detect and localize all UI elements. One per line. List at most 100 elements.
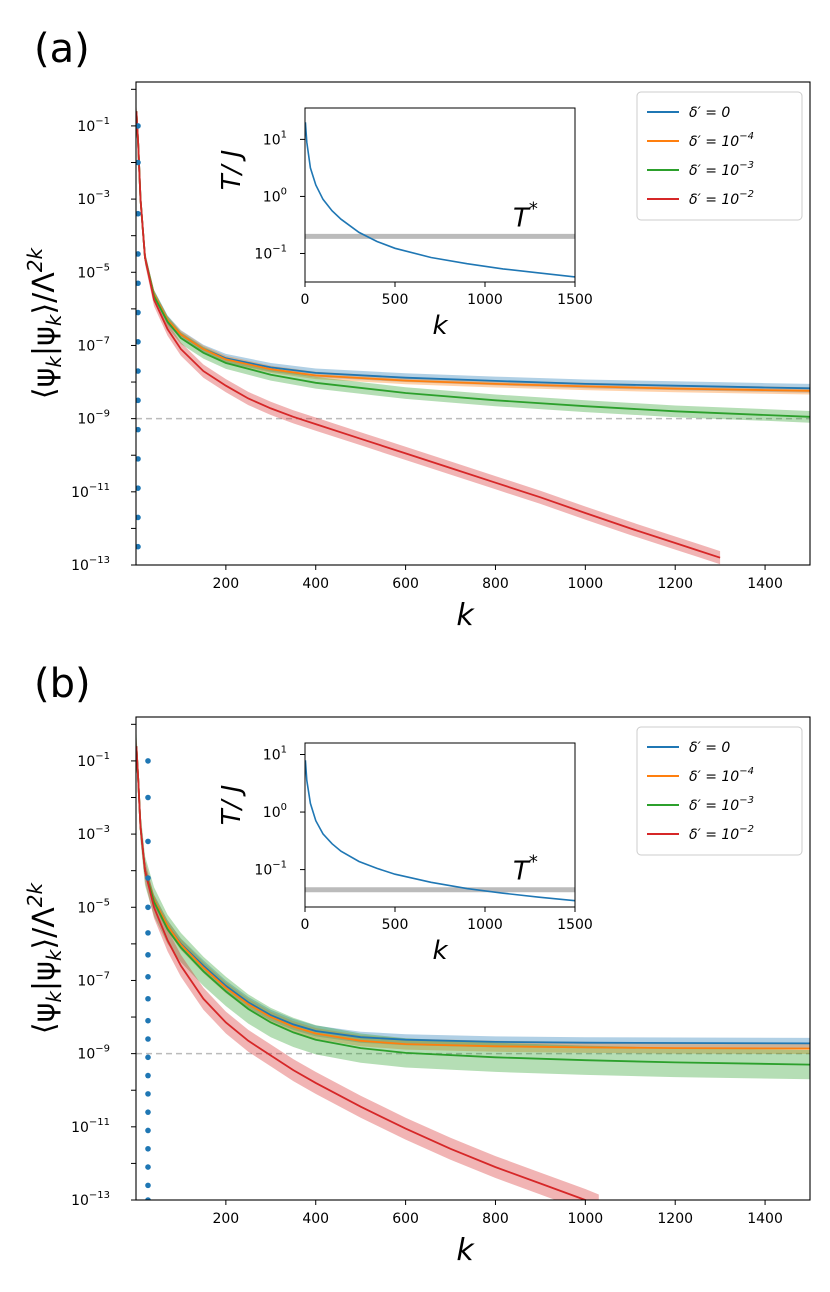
x-tick-label: 200: [212, 576, 239, 592]
y-label-sub: k: [42, 990, 66, 1003]
x-axis-label: k: [456, 1233, 475, 1268]
y-label-sub: k: [42, 313, 66, 326]
y-tick-exp: −11: [89, 1117, 110, 1128]
y-tick-exp: −7: [95, 970, 110, 981]
legend-label-0: δ′ = 0: [689, 105, 730, 121]
y-tick-base: 10: [77, 973, 95, 989]
data-point-4: [136, 280, 141, 287]
y-tick-exp: −13: [89, 1190, 110, 1201]
data-point-16: [145, 1145, 151, 1152]
plot-area: [136, 104, 810, 565]
inset-x-label: k: [432, 936, 448, 966]
y-axis-label: ⟨ψk|ψk⟩/Λ2k: [23, 881, 66, 1034]
inset-x-tick-label: 500: [382, 292, 409, 308]
y-axis-label: ⟨ψk|ψk⟩/Λ2k: [23, 246, 66, 399]
series-line-3: [136, 111, 721, 559]
legend-label-3: δ′ = 10−2: [689, 824, 754, 843]
threshold-label-main: T: [513, 857, 531, 887]
legend-exp: −4: [739, 766, 754, 777]
data-point-17: [145, 1164, 151, 1170]
y-tick-exp: −9: [95, 409, 110, 420]
inset-x-tick-label: 1500: [557, 292, 593, 308]
y-tick-base: 10: [77, 265, 95, 281]
y-tick-label: 10−1: [77, 751, 110, 770]
data-point-8: [136, 397, 141, 404]
inset-y-label: T/ J: [217, 785, 247, 826]
data-point-14: [145, 1109, 151, 1115]
x-axis-label: k: [456, 598, 475, 633]
inset-frame: [304, 742, 576, 908]
legend-text: δ′ = 10: [689, 769, 739, 785]
y-tick-exp: −5: [95, 897, 110, 908]
y-tick-base: 10: [77, 900, 95, 916]
y-tick-label: 10−3: [77, 189, 110, 208]
y-tick-exp: −7: [95, 335, 110, 346]
legend-exp: −2: [739, 824, 754, 835]
y-tick-exp: −11: [89, 482, 110, 493]
y-label-part: ⟨ψ: [27, 1003, 62, 1035]
data-point-8: [145, 995, 151, 1002]
legend-exp: −3: [739, 795, 754, 806]
data-point-13: [145, 1091, 151, 1097]
axes-frame: [135, 716, 811, 1201]
x-tick-label: 1200: [657, 1211, 693, 1227]
legend-label-1: δ′ = 10−4: [689, 131, 754, 150]
inset-x-tick-label: 500: [382, 917, 409, 933]
inset-y-tick-label: 10−1: [254, 860, 287, 879]
threshold-label-sup: *: [529, 198, 538, 219]
inset-y-tick-base: 10: [254, 863, 272, 879]
x-tick-label: 400: [302, 1211, 329, 1227]
y-tick-base: 10: [77, 412, 95, 428]
data-point-12: [145, 1072, 151, 1079]
data-point-5: [136, 309, 141, 316]
y-label-part: |ψ: [27, 326, 62, 356]
x-tick-label: 800: [482, 1211, 509, 1227]
data-point-15: [145, 1127, 151, 1134]
legend-text: δ′ = 10: [689, 163, 739, 179]
data-point-13: [136, 543, 141, 550]
panel-b: (b)200 400 600 800 1000 1200 140010−110−310−51…: [23, 661, 811, 1268]
legend-text: δ′ = 0: [689, 740, 730, 756]
y-tick-base: 10: [71, 1120, 89, 1136]
inset-x-tick-label: 1000: [467, 917, 503, 933]
y-tick-label: 10−5: [77, 897, 110, 916]
inset-y-tick-base: 10: [263, 748, 281, 764]
x-tick-label: 1400: [747, 576, 783, 592]
data-point-2: [145, 838, 151, 845]
y-tick-label: 10−3: [77, 824, 110, 843]
inset-bg: [305, 108, 575, 282]
inset-y-tick-base: 10: [263, 132, 281, 148]
legend-label-2: δ′ = 10−3: [689, 160, 754, 179]
threshold-label-sup: *: [529, 852, 538, 873]
y-label-part: ⟩/Λ: [27, 272, 62, 315]
legend: δ′ = 0δ′ = 10−4δ′ = 10−3δ′ = 10−2: [636, 91, 803, 221]
legend-text: δ′ = 10: [689, 827, 739, 843]
data-point-0: [145, 758, 151, 764]
y-tick-base: 10: [77, 827, 95, 843]
legend: δ′ = 0δ′ = 10−4δ′ = 10−3δ′ = 10−2: [636, 726, 803, 856]
y-tick-exp: −5: [95, 262, 110, 273]
y-tick-base: 10: [71, 485, 89, 501]
data-point-1: [145, 794, 151, 801]
inset-y-tick-base: 10: [263, 189, 281, 205]
y-tick-label: 10−9: [77, 1044, 110, 1063]
data-point-0: [136, 123, 141, 129]
inset-x-tick-label: 0: [301, 917, 310, 933]
x-tick-label: 800: [482, 576, 509, 592]
y-label-sup: 2k: [23, 881, 47, 907]
legend-exp: −3: [739, 160, 754, 171]
inset-x-tick-label: 1500: [557, 917, 593, 933]
data-point-3: [136, 251, 141, 257]
y-tick-base: 10: [77, 338, 95, 354]
series-band-3: [136, 735, 599, 1200]
x-tick-label: 600: [392, 1211, 419, 1227]
x-tick-label: 400: [302, 576, 329, 592]
data-point-11: [136, 485, 141, 491]
x-tick-label: 1000: [568, 576, 604, 592]
y-tick-exp: −9: [95, 1044, 110, 1055]
data-point-19: [145, 1197, 151, 1200]
inset-y-tick-base: 10: [263, 805, 281, 821]
x-tick-label: 200: [212, 1211, 239, 1227]
